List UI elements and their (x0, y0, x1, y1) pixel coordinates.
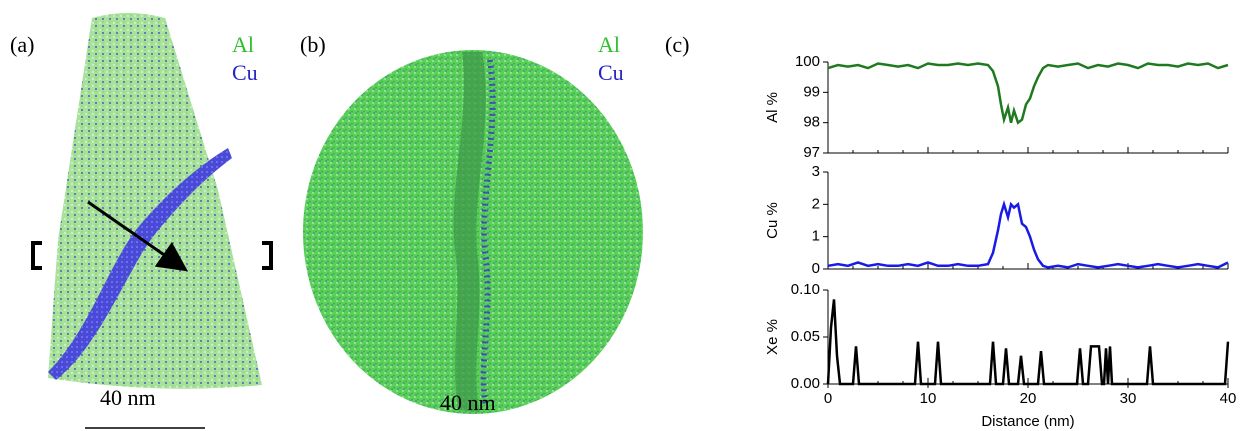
legend-al: Al (232, 32, 254, 57)
x-tick-label: 10 (920, 390, 937, 407)
panel-label: (a) (10, 32, 34, 57)
y-tick-label: 98 (803, 114, 820, 131)
legend-al: Al (598, 32, 620, 57)
legend-cu: Cu (232, 60, 258, 85)
bracket-left (31, 241, 42, 270)
profile-line (826, 299, 1230, 386)
y-axis-label: Cu % (764, 202, 781, 239)
y-tick-label: 3 (812, 163, 820, 180)
panel-b: (b) Al Cu 40 nm (300, 32, 643, 415)
y-tick-label: 0.10 (791, 281, 820, 298)
scale-label: 40 nm (440, 390, 496, 415)
panel-label: (b) (300, 32, 326, 57)
y-axis-label: Xe % (764, 319, 781, 355)
y-tick-label: 1 (812, 228, 820, 245)
y-tick-label: 0.00 (791, 375, 820, 392)
x-axis-label: Distance (nm) (981, 413, 1074, 430)
panel-label: (c) (665, 32, 689, 57)
x-tick-label: 30 (1120, 390, 1137, 407)
cu-dots (480, 59, 496, 406)
panel-a: (a) Al Cu 40 nm (10, 13, 273, 429)
profile-arrow (87, 200, 188, 272)
legend-cu: Cu (598, 60, 624, 85)
y-tick-label: 0.05 (791, 328, 820, 345)
y-tick-label: 2 (812, 195, 820, 212)
y-tick-label: 97 (803, 144, 820, 161)
x-tick-label: 0 (824, 390, 832, 407)
scale-label: 40 nm (100, 385, 156, 410)
profiles: 97 98 99 100 Al % 0 1 2 3 Cu % 0.00 0.05 0.10 0 10 20 30… (764, 53, 1236, 430)
y-tick-label: 0 (812, 260, 820, 277)
y-tick-label: 99 (803, 83, 820, 100)
x-tick-label: 40 (1220, 390, 1237, 407)
profile-line (827, 62, 1229, 125)
y-axis-label: Al % (764, 92, 781, 123)
bracket-right (262, 241, 273, 270)
x-tick-label: 20 (1020, 390, 1037, 407)
profile-line (827, 200, 1229, 269)
cu-precipitate-band (48, 148, 232, 380)
cu-band (453, 52, 486, 412)
y-tick-label: 100 (795, 53, 820, 70)
